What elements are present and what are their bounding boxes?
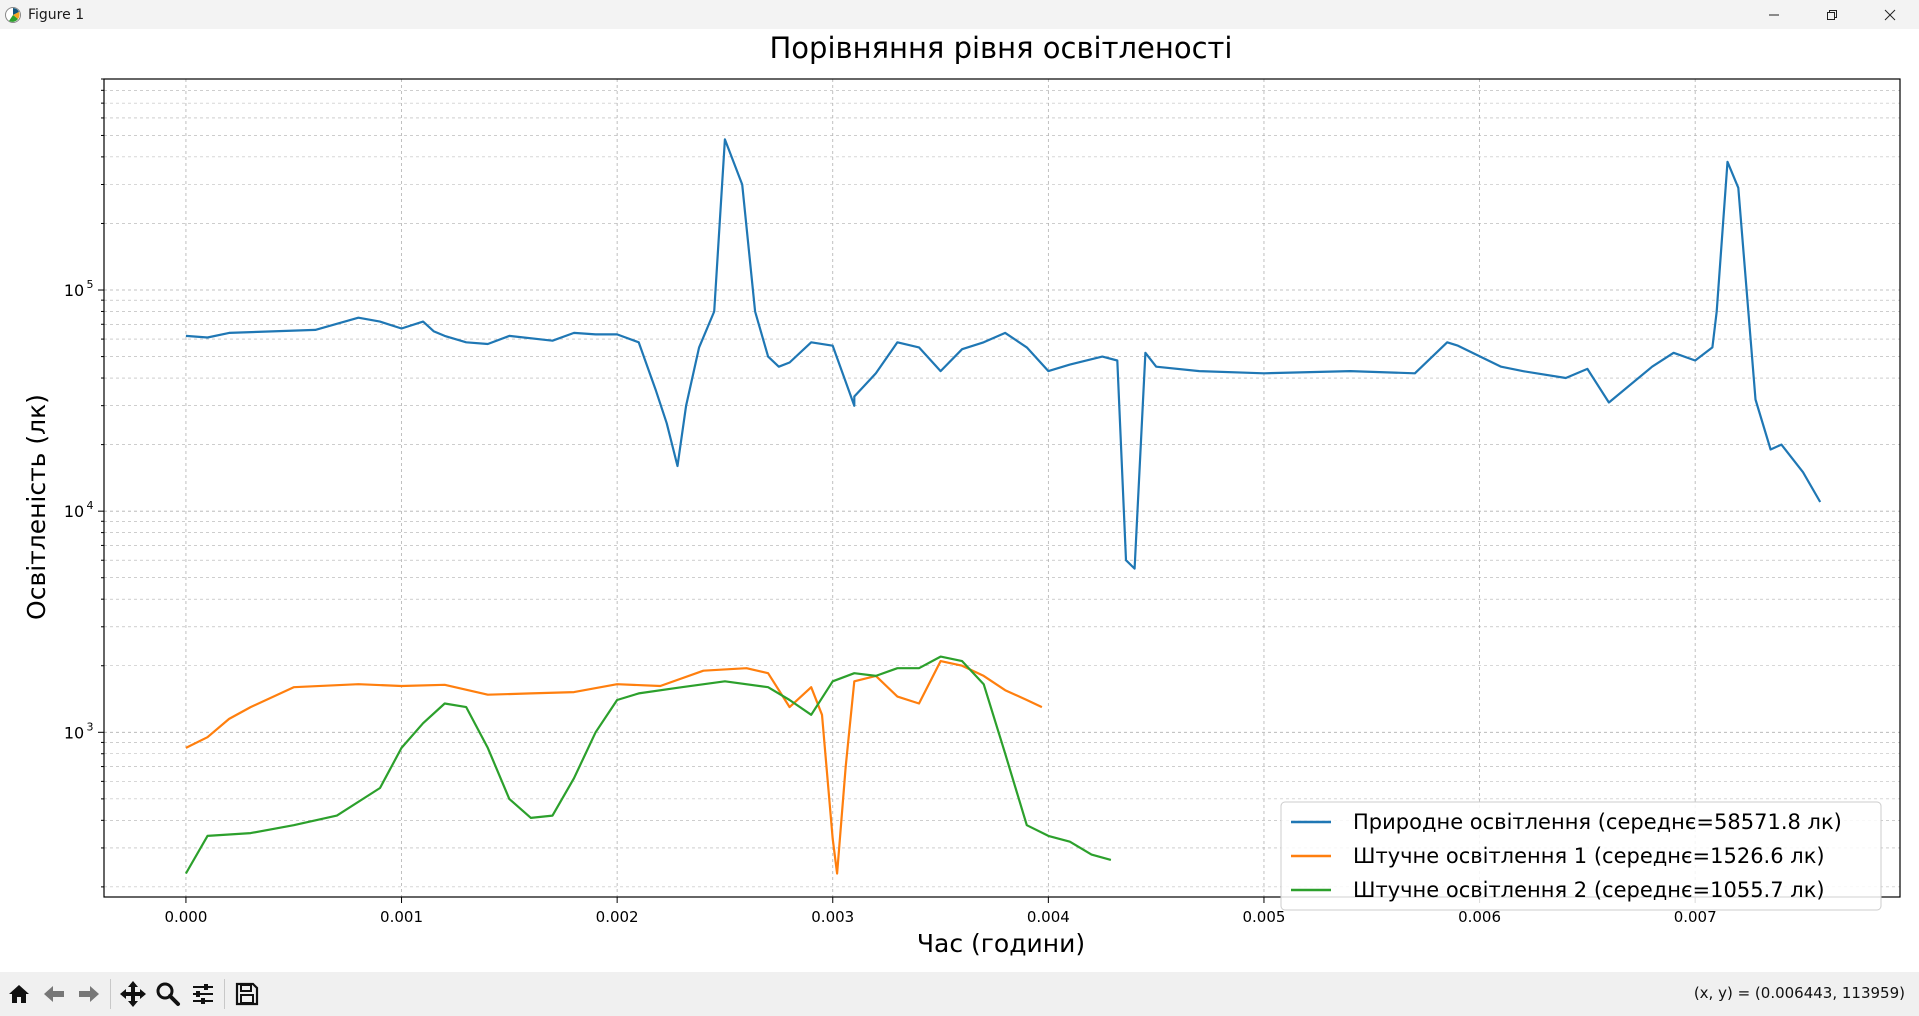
x-tick-label: 0.005 [1242,908,1285,926]
zoom-icon [156,982,180,1006]
y-tick-exponent: 4 [87,499,94,512]
window-titlebar: Figure 1 [0,0,1919,30]
x-axis-ticks: 0.000 0.001 0.002 0.003 0.004 0.005 0.006 0.007 [164,897,1717,926]
matplotlib-app-icon [2,4,24,26]
minimize-button[interactable] [1745,0,1803,29]
restore-button[interactable] [1803,0,1861,29]
x-tick-label: 0.007 [1674,908,1717,926]
navigation-toolbar: (x, y) = (0.006443, 113959) [0,972,1919,1016]
grid-layer [104,78,1900,897]
forward-icon [79,986,99,1002]
window-title: Figure 1 [28,6,85,23]
chart-title: Порівняння рівня освітленості [770,31,1233,65]
zoom-button[interactable] [151,977,185,1011]
pan-icon [120,981,146,1007]
save-button[interactable] [230,977,264,1011]
plot-frame [103,78,1901,898]
minimize-icon [1769,14,1779,15]
chart-svg: Порівняння рівня освітленості 0.000 0.001… [22,31,1901,958]
legend-label-3: Штучне освітлення 2 (середнє=1055.7 лк) [1353,878,1825,902]
toolbar-separator [110,979,111,1009]
restore-icon [1827,9,1837,20]
x-tick-label: 0.002 [596,908,639,926]
figure-canvas[interactable]: Порівняння рівня освітленості 0.000 0.001… [0,29,1919,972]
save-icon [235,982,259,1006]
y-tick-exponent: 5 [87,278,94,291]
x-tick-label: 0.001 [380,908,423,926]
y-tick-exponent: 3 [87,720,94,733]
series-line-3 [184,655,1112,875]
x-tick-label: 0.000 [164,908,207,926]
y-tick-label: 10 [64,502,84,521]
close-icon [1884,9,1896,20]
legend-label-2: Штучне освітлення 1 (середнє=1526.6 лк) [1353,844,1825,868]
back-button[interactable] [37,977,71,1011]
series-layer [184,138,1822,875]
x-tick-label: 0.006 [1458,908,1501,926]
y-tick-label: 10 [64,723,84,742]
y-axis-label: Освітленість (лк) [22,394,51,620]
window-controls [1745,0,1919,29]
pan-button[interactable] [116,977,150,1011]
legend-box [1280,801,1882,911]
series-line-1 [185,138,1822,570]
legend-label-1: Природне освітлення (середнє=58571.8 лк) [1353,810,1842,834]
forward-button[interactable] [72,977,106,1011]
configure-icon [193,984,213,1004]
cursor-coordinates: (x, y) = (0.006443, 113959) [1693,984,1905,1002]
y-tick-label: 10 [64,281,84,300]
close-button[interactable] [1861,0,1919,29]
home-icon [9,985,29,1003]
back-icon [44,986,64,1002]
series-line-2 [185,659,1043,875]
toolbar-separator [224,979,225,1009]
home-button[interactable] [2,977,36,1011]
legend: Природне освітлення (середнє=58571.8 лк)… [1280,801,1882,911]
x-axis-label: Час (години) [917,929,1085,958]
x-tick-label: 0.003 [811,908,854,926]
configure-subplots-button[interactable] [186,977,220,1011]
x-tick-label: 0.004 [1027,908,1070,926]
